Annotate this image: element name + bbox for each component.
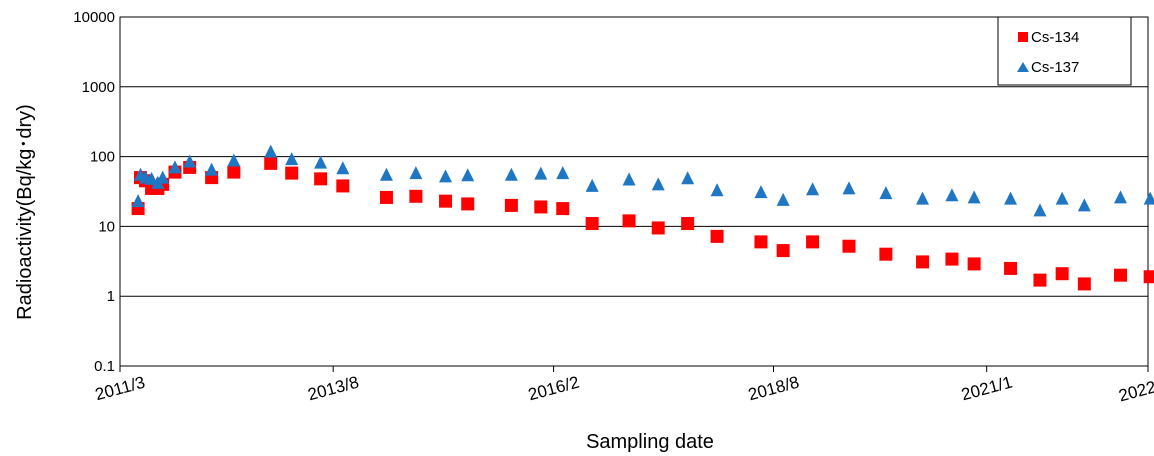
data-point-cs137 [1055,191,1069,205]
y-tick-label: 10 [98,218,115,235]
data-point-cs137 [205,162,219,176]
data-point-cs137 [168,160,182,174]
legend-label-cs137: Cs-137 [1031,59,1079,76]
data-point-cs134 [336,179,350,193]
data-point-cs134 [1077,277,1091,291]
data-point-cs137 [776,192,790,206]
data-point-cs134 [227,165,241,179]
data-point-cs137 [754,185,768,199]
data-point-cs137 [1114,190,1128,204]
series-cs137 [131,144,1154,217]
data-point-cs137 [409,166,423,180]
data-point-cs134 [534,200,548,214]
data-point-cs134 [439,194,453,208]
data-point-cs134 [556,202,570,216]
data-point-cs134 [842,239,856,253]
data-point-cs137 [264,144,278,158]
data-point-cs134 [1114,268,1128,282]
data-point-cs134 [916,255,930,269]
legend: Cs-134 Cs-137 [997,16,1132,86]
y-axis-title: Radioactivity(Bq/kg･dry) [14,104,36,320]
data-series [131,144,1154,291]
y-tick-label: 1000 [82,79,115,96]
data-point-cs137 [336,161,350,175]
data-point-cs137 [622,172,636,186]
x-tick-label: 2011/3 [93,373,147,404]
data-point-cs137 [1033,203,1047,217]
data-point-cs137 [379,167,393,181]
data-point-cs137 [145,171,159,185]
x-tick-label: 2016/2 [526,373,581,405]
plot-area [120,17,1148,366]
data-point-cs134 [622,214,636,228]
data-point-cs134 [1143,270,1154,284]
data-point-cs137 [285,152,299,166]
data-point-cs134 [945,252,959,266]
data-point-cs137 [556,166,570,180]
data-point-cs137 [651,177,665,191]
data-point-cs134 [504,198,518,212]
data-point-cs137 [916,191,930,205]
x-tick-label: 2013/8 [306,373,361,405]
data-point-cs137 [585,178,599,192]
data-point-cs137 [227,153,241,167]
data-point-cs134 [1033,273,1047,287]
plot-border [119,16,1149,367]
data-point-cs137 [879,186,893,200]
data-point-cs137 [945,188,959,202]
data-point-cs134 [1055,267,1069,281]
data-point-cs137 [183,154,197,168]
y-tick-label: 0.1 [94,358,115,375]
data-point-cs134 [1004,261,1018,275]
data-point-cs137 [1077,198,1091,212]
data-point-cs134 [754,235,768,249]
data-point-cs137 [1004,191,1018,205]
data-point-cs134 [285,166,299,180]
legend-label-cs134: Cs-134 [1031,29,1079,46]
legend-marker-cs134 [1018,32,1028,42]
data-point-cs134 [710,229,724,243]
data-point-cs137 [842,181,856,195]
data-point-cs137 [439,169,453,183]
data-point-cs137 [461,168,475,182]
data-point-cs134 [379,190,393,204]
data-point-cs137 [1143,191,1154,205]
data-point-cs134 [806,235,820,249]
data-point-cs134 [967,257,981,271]
x-axis-ticks: 2011/3 2013/8 2016/2 2018/8 2021/1 2022/11 [93,366,1154,405]
data-point-cs137 [534,166,548,180]
x-axis-title: Sampling date [586,431,714,453]
data-point-cs137 [131,194,145,208]
data-point-cs137 [314,155,328,169]
data-point-cs134 [585,217,599,231]
data-point-cs137 [681,171,695,185]
legend-marker-cs137 [1017,62,1029,72]
y-tick-label: 10000 [73,9,115,26]
x-tick-label: 2022/11 [1117,372,1154,406]
data-point-cs134 [264,156,278,170]
data-point-cs134 [651,221,665,235]
plot-frame [119,16,1149,367]
y-axis-ticks: 0.1 1 10 100 1000 10000 [73,9,115,375]
y-tick-label: 100 [90,149,115,166]
data-point-cs134 [461,197,475,211]
data-point-cs137 [806,182,820,196]
data-point-cs134 [879,247,893,261]
y-tick-label: 1 [107,288,115,305]
legend-box [997,16,1132,86]
data-point-cs137 [967,190,981,204]
data-point-cs137 [710,183,724,197]
x-tick-label: 2021/1 [959,373,1014,405]
data-point-cs134 [314,172,328,186]
data-point-cs134 [776,244,790,258]
data-point-cs134 [681,217,695,231]
data-point-cs137 [156,170,170,184]
data-point-cs137 [504,167,518,181]
x-tick-label: 2018/8 [746,373,801,405]
data-point-cs134 [409,189,423,203]
